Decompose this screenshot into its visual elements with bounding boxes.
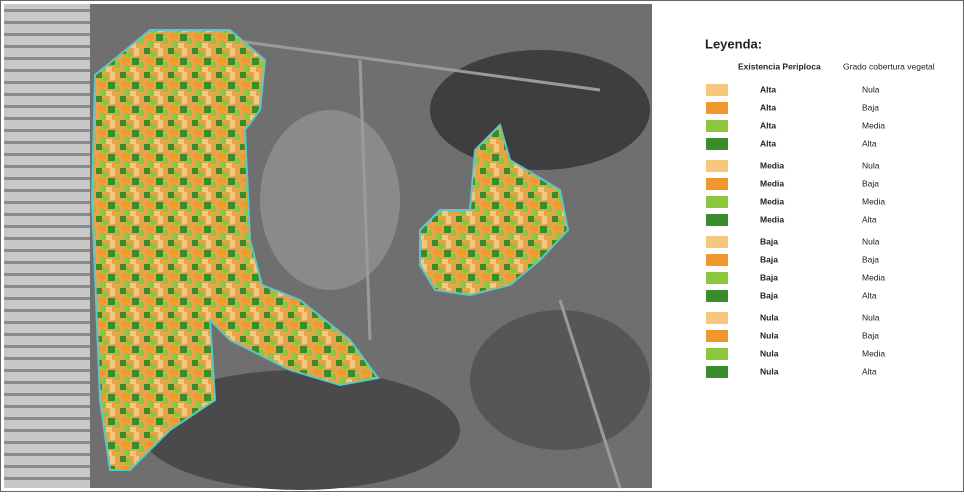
legend-existencia: Alta — [760, 84, 776, 94]
legend-existencia: Alta — [760, 102, 776, 112]
legend-existencia: Nula — [760, 348, 779, 358]
legend-swatch — [706, 254, 728, 266]
terrain-light — [260, 110, 400, 290]
legend-existencia: Baja — [760, 290, 778, 300]
legend-swatch — [706, 196, 728, 208]
legend-swatch — [706, 348, 728, 360]
legend-grado: Media — [862, 120, 885, 130]
legend-swatch — [706, 366, 728, 378]
legend-existencia: Nula — [760, 366, 779, 376]
legend-grado: Baja — [862, 102, 879, 112]
legend-swatch — [706, 330, 728, 342]
legend-existencia: Alta — [760, 138, 776, 148]
legend-grado: Baja — [862, 330, 879, 340]
legend-existencia: Media — [760, 214, 784, 224]
legend-swatch — [706, 138, 728, 150]
legend-grado: Media — [862, 196, 885, 206]
legend-swatch — [706, 160, 728, 172]
legend-swatch — [706, 272, 728, 284]
legend-grado: Baja — [862, 254, 879, 264]
legend-grado: Alta — [862, 366, 877, 376]
legend-swatch — [706, 102, 728, 114]
legend-existencia: Baja — [760, 254, 778, 264]
greenhouses — [4, 4, 90, 488]
legend-grado: Alta — [862, 138, 877, 148]
legend-swatch — [706, 290, 728, 302]
legend-grado: Nula — [862, 236, 880, 246]
legend-header: Grado cobertura vegetal — [843, 61, 935, 71]
terrain-dark — [430, 50, 650, 170]
legend-grado: Media — [862, 348, 885, 358]
legend-grado: Baja — [862, 178, 879, 188]
legend-existencia: Nula — [760, 312, 779, 322]
legend-swatch — [706, 84, 728, 96]
legend-grado: Nula — [862, 84, 880, 94]
legend-grado: Alta — [862, 290, 877, 300]
legend-swatch — [706, 312, 728, 324]
study-area — [90, 29, 380, 471]
legend-grado: Nula — [862, 312, 880, 322]
terrain-dark — [140, 370, 460, 490]
legend-rows: Alta Nula Alta Baja Alta Media Alta Alta Media Nu… — [706, 84, 885, 378]
legend-swatch — [706, 236, 728, 248]
legend-swatch — [706, 214, 728, 226]
legend-existencia: Nula — [760, 330, 779, 340]
legend-grado: Alta — [862, 214, 877, 224]
legend-existencia: Media — [760, 160, 784, 170]
legend-existencia: Media — [760, 178, 784, 188]
legend-swatch — [706, 178, 728, 190]
legend-grado: Nula — [862, 160, 880, 170]
legend-existencia: Alta — [760, 120, 776, 130]
legend-existencia: Baja — [760, 236, 778, 246]
terrain-dark — [470, 310, 650, 450]
study-area — [419, 123, 570, 297]
legend-swatch — [706, 120, 728, 132]
legend-existencia: Baja — [760, 272, 778, 282]
legend-grado: Media — [862, 272, 885, 282]
legend-header: Existencia Periploca — [738, 61, 821, 71]
track — [229, 38, 622, 489]
legend-existencia: Media — [760, 196, 784, 206]
legend-title: Leyenda: — [705, 36, 762, 51]
